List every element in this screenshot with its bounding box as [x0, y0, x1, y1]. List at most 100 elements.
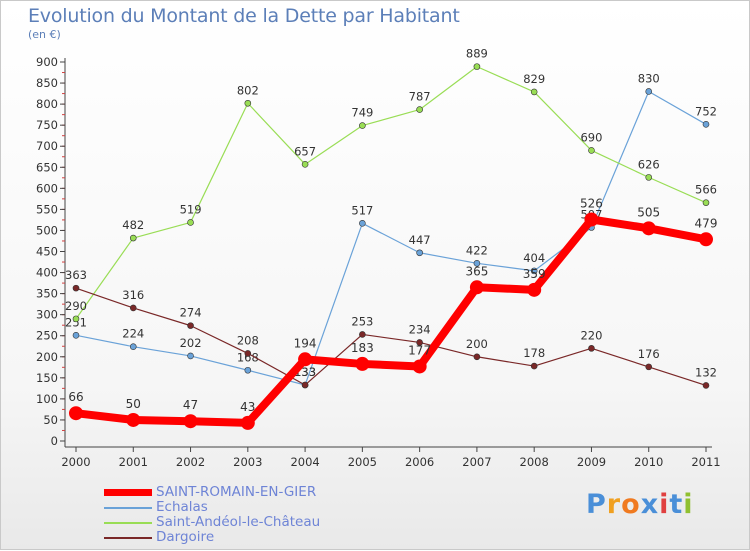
x-tick-label: 2005 — [348, 455, 377, 469]
data-point — [359, 122, 366, 129]
x-tick-label: 2011 — [691, 455, 720, 469]
data-point — [187, 322, 194, 329]
data-label: 132 — [695, 365, 717, 379]
data-label: 47 — [183, 398, 198, 412]
logo-letter: o — [621, 489, 641, 520]
data-label: 253 — [351, 314, 373, 328]
data-point — [702, 199, 710, 206]
y-tick-label: 700 — [36, 139, 58, 153]
y-tick-label: 200 — [36, 350, 58, 364]
x-tick-label: 2009 — [577, 455, 606, 469]
data-label: 50 — [126, 397, 141, 411]
data-point — [473, 63, 481, 70]
y-tick-label: 850 — [36, 76, 58, 90]
data-point — [527, 282, 542, 297]
data-point — [240, 415, 255, 430]
x-tick-label: 2007 — [462, 455, 491, 469]
data-point — [244, 99, 252, 107]
data-point — [416, 249, 423, 257]
y-tick-label: 0 — [51, 434, 58, 448]
data-label: 657 — [294, 144, 316, 158]
y-tick-label: 650 — [36, 160, 58, 174]
data-label: 208 — [237, 333, 259, 347]
x-tick-label: 2010 — [634, 455, 663, 469]
logo-letter: P — [586, 489, 607, 520]
data-label: 690 — [580, 130, 602, 144]
data-point — [702, 121, 710, 128]
data-label: 447 — [409, 233, 431, 247]
data-point — [301, 161, 309, 168]
data-point — [72, 332, 80, 339]
y-tick-label: 450 — [36, 245, 58, 259]
y-tick-label: 150 — [36, 371, 58, 385]
data-label: 626 — [638, 157, 660, 171]
data-label: 526 — [580, 196, 603, 210]
data-label: 177 — [408, 343, 431, 357]
data-label: 224 — [122, 327, 144, 341]
data-label: 829 — [523, 72, 545, 86]
data-point — [187, 352, 194, 360]
data-point — [129, 343, 137, 350]
data-point — [473, 353, 481, 361]
y-tick-label: 800 — [36, 97, 58, 111]
y-tick-label: 400 — [36, 266, 58, 280]
data-point — [530, 88, 538, 96]
data-point — [645, 363, 653, 371]
x-tick-label: 2004 — [290, 455, 319, 469]
data-label: 43 — [240, 400, 255, 414]
series-line — [75, 90, 707, 386]
data-point — [72, 315, 80, 323]
data-point — [72, 284, 80, 292]
x-tick-label: 2006 — [405, 455, 434, 469]
data-point — [641, 221, 656, 236]
data-point — [298, 352, 313, 367]
data-point — [469, 280, 484, 295]
data-label: 66 — [68, 390, 83, 404]
legend-swatch — [104, 537, 152, 539]
data-point — [244, 350, 252, 357]
data-label: 889 — [466, 47, 488, 61]
data-label: 363 — [65, 268, 87, 282]
data-label: 178 — [523, 346, 545, 360]
y-tick-label: 550 — [36, 202, 58, 216]
legend-swatch — [104, 507, 152, 509]
logo-letter: x — [640, 489, 660, 520]
data-label: 365 — [465, 264, 488, 278]
legend-label: Saint-Andéol-le-Château — [156, 514, 321, 530]
data-label: 787 — [409, 90, 431, 104]
data-label: 251 — [65, 315, 87, 329]
legend-label: Echalas — [156, 499, 208, 515]
data-label: 316 — [122, 288, 144, 302]
data-point — [183, 414, 198, 429]
data-label: 479 — [695, 216, 718, 230]
data-label: 220 — [580, 328, 602, 342]
data-label: 422 — [466, 243, 488, 257]
data-label: 749 — [351, 106, 373, 120]
data-label: 290 — [65, 299, 87, 313]
series-saint-romain-en-gier: 66 50 47 43 194 183 177 365 359 526 505 479 — [68, 196, 718, 430]
series-line — [75, 66, 707, 320]
data-point — [244, 366, 252, 374]
data-label: 404 — [523, 251, 545, 265]
data-label: 359 — [523, 267, 546, 281]
data-label: 505 — [637, 205, 660, 219]
x-tick-label: 2001 — [119, 455, 148, 469]
legend-swatch — [104, 489, 152, 496]
data-point — [588, 345, 595, 352]
data-point — [129, 234, 137, 242]
data-point — [699, 232, 713, 247]
data-label: 176 — [638, 347, 660, 361]
y-tick-label: 100 — [36, 392, 58, 406]
data-label: 200 — [466, 337, 488, 351]
logo-letter: r — [606, 489, 622, 520]
data-point — [530, 362, 538, 370]
data-label: 752 — [695, 104, 717, 118]
data-point — [126, 412, 141, 427]
data-label: 274 — [180, 306, 202, 320]
proxiti-logo: Proxiti — [586, 489, 694, 520]
data-point — [588, 147, 595, 154]
data-label: 830 — [638, 71, 660, 85]
